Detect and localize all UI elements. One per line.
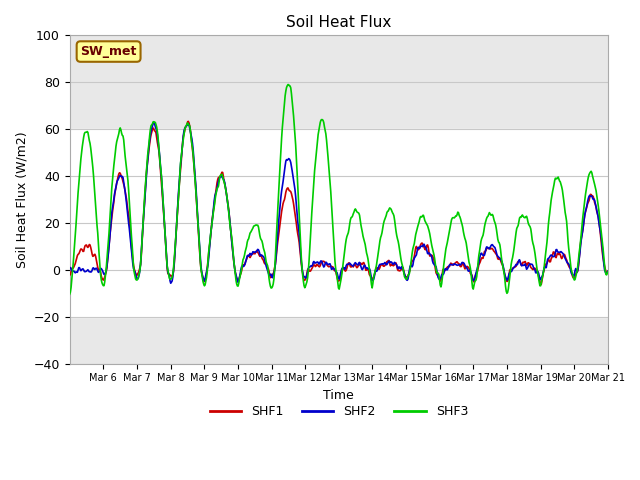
SHF1 xyxy=(537,282,545,288)
SHF3 xyxy=(255,224,262,230)
SHF1 xyxy=(604,269,612,275)
Line: SHF2: SHF2 xyxy=(70,123,608,283)
X-axis label: Time: Time xyxy=(323,389,354,402)
SHF1 xyxy=(129,257,137,263)
SHF2 xyxy=(604,268,612,274)
Y-axis label: Soil Heat Flux (W/m2): Soil Heat Flux (W/m2) xyxy=(15,131,28,268)
SHF1 xyxy=(276,226,284,231)
SHF3 xyxy=(425,228,433,233)
SHF2 xyxy=(256,252,264,257)
SHF3 xyxy=(284,82,292,87)
Line: SHF1: SHF1 xyxy=(70,121,608,285)
SHF1 xyxy=(228,246,236,252)
Bar xyxy=(70,129,608,317)
SHF2 xyxy=(396,264,403,270)
SHF3 xyxy=(395,242,403,248)
SHF3 xyxy=(228,235,236,240)
Line: SHF3: SHF3 xyxy=(70,84,608,294)
SHF2 xyxy=(276,201,284,207)
SHF3 xyxy=(604,269,612,275)
SHF3 xyxy=(66,291,74,297)
SHF2 xyxy=(150,120,157,126)
SHF1 xyxy=(255,252,263,258)
SHF3 xyxy=(129,253,137,259)
SHF3 xyxy=(275,186,283,192)
Text: SW_met: SW_met xyxy=(81,45,137,58)
Title: Soil Heat Flux: Soil Heat Flux xyxy=(286,15,392,30)
SHF1 xyxy=(184,119,192,124)
SHF2 xyxy=(167,280,175,286)
SHF1 xyxy=(395,267,403,273)
SHF1 xyxy=(425,250,433,255)
SHF2 xyxy=(66,265,74,271)
SHF2 xyxy=(426,251,433,257)
SHF2 xyxy=(229,252,237,257)
SHF1 xyxy=(66,272,74,278)
SHF2 xyxy=(129,261,137,267)
Legend: SHF1, SHF2, SHF3: SHF1, SHF2, SHF3 xyxy=(205,400,473,423)
